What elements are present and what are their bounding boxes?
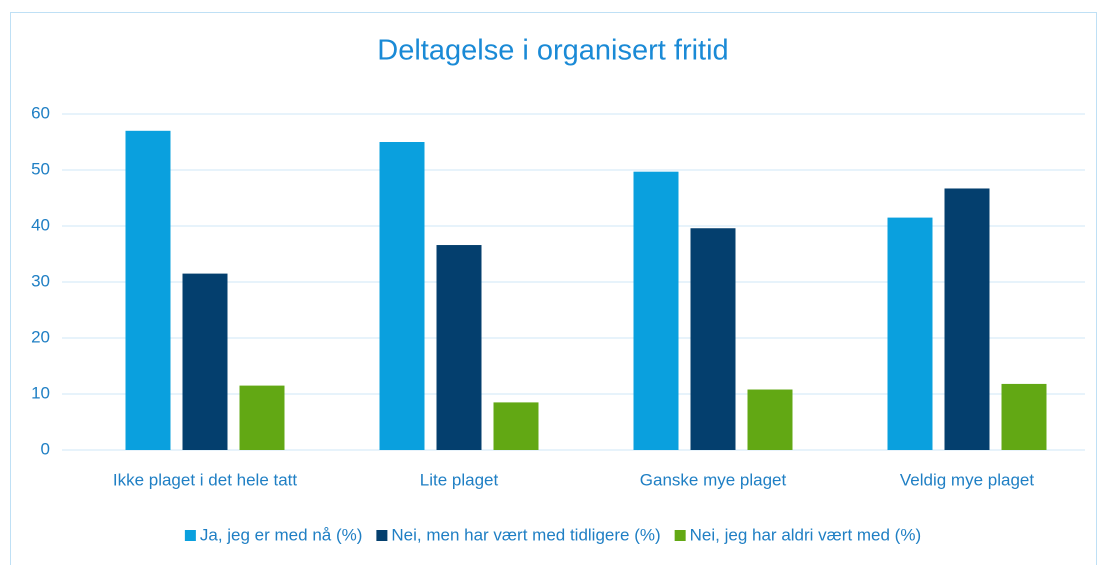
x-tick-label: Ganske mye plaget (640, 470, 787, 489)
legend-label: Nei, jeg har aldri vært med (%) (690, 525, 921, 544)
legend-swatch (674, 530, 686, 541)
x-tick-label: Lite plaget (420, 470, 499, 489)
bar (690, 228, 736, 450)
legend-label: Ja, jeg er med nå (%) (200, 525, 363, 544)
bar (887, 217, 933, 450)
x-tick-label: Veldig mye plaget (900, 470, 1034, 489)
x-tick-label: Ikke plaget i det hele tatt (113, 470, 298, 489)
y-tick-label: 60 (31, 103, 50, 122)
chart-title: Deltagelse i organisert fritid (377, 35, 728, 67)
bar (125, 130, 171, 451)
y-tick-label: 20 (31, 327, 50, 346)
legend-swatch (184, 530, 196, 541)
bar (944, 188, 990, 451)
bar (379, 142, 425, 450)
legend-label: Nei, men har vært med tidligere (%) (391, 525, 660, 544)
bar (1001, 383, 1047, 450)
y-tick-label: 0 (41, 439, 50, 458)
bar (633, 171, 679, 450)
bar (493, 402, 539, 450)
y-tick-label: 50 (31, 159, 50, 178)
bar (747, 389, 793, 450)
y-tick-label: 40 (31, 215, 50, 234)
bar (182, 273, 228, 450)
legend-swatch (376, 530, 388, 541)
bar (239, 385, 285, 450)
y-tick-label: 30 (31, 271, 50, 290)
bar (436, 245, 482, 450)
y-tick-label: 10 (31, 383, 50, 402)
